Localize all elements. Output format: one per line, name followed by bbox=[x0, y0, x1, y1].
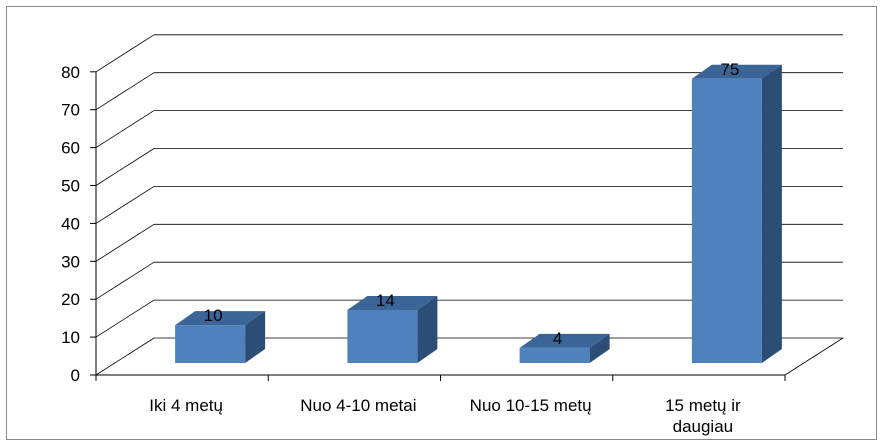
gridline-diagonal bbox=[95, 337, 155, 376]
gridline-diagonal bbox=[95, 72, 155, 111]
bar bbox=[519, 333, 610, 363]
bar-front bbox=[691, 78, 762, 363]
bar-side bbox=[417, 295, 438, 363]
gridline-diagonal bbox=[95, 186, 155, 224]
bar-top bbox=[519, 333, 610, 348]
category-label: 15 metų ir bbox=[665, 396, 741, 415]
y-tick-label: 40 bbox=[61, 214, 80, 233]
bars bbox=[175, 64, 782, 363]
y-tick-label: 20 bbox=[61, 290, 80, 309]
bar bbox=[691, 64, 782, 363]
data-label: 14 bbox=[376, 291, 395, 310]
category-label: Nuo 4-10 metai bbox=[300, 396, 416, 415]
gridline-diagonal bbox=[95, 261, 155, 300]
y-tick-label: 30 bbox=[61, 252, 80, 271]
bar-top bbox=[347, 295, 438, 310]
y-tick-label: 10 bbox=[61, 328, 80, 347]
bar-top bbox=[691, 64, 782, 79]
data-label: 10 bbox=[204, 306, 223, 325]
bar-front bbox=[519, 347, 590, 363]
bar-side bbox=[589, 333, 610, 363]
bar-side bbox=[761, 64, 782, 363]
y-tick-label: 60 bbox=[61, 139, 80, 158]
bar bbox=[347, 295, 438, 363]
chart-frame bbox=[6, 6, 877, 440]
gridline-diagonal bbox=[95, 148, 155, 186]
data-label: 75 bbox=[720, 60, 739, 79]
bar-front bbox=[347, 309, 418, 363]
gridline-diagonal bbox=[95, 34, 155, 73]
y-tick-label: 50 bbox=[61, 177, 80, 196]
gridline-diagonal bbox=[95, 299, 155, 338]
y-tick-label: 0 bbox=[71, 366, 80, 385]
bar bbox=[175, 311, 266, 363]
y-tick-label: 80 bbox=[61, 63, 80, 82]
gridline-diagonal bbox=[95, 223, 155, 262]
category-label: Iki 4 metų bbox=[149, 396, 223, 415]
bar-top bbox=[175, 311, 266, 326]
bar-front bbox=[175, 325, 246, 363]
labels: 10 Iki 4 metų 14 Nuo 4-10 metai 4 Nuo 10-15 m… bbox=[149, 60, 741, 436]
y-tick-label: 70 bbox=[61, 101, 80, 120]
category-label: daugiau bbox=[673, 417, 734, 436]
category-label: Nuo 10-15 metų bbox=[470, 396, 592, 415]
axes: 0 10 20 30 40 50 60 70 80 bbox=[61, 63, 844, 385]
floor-edge bbox=[784, 337, 844, 376]
gridline-diagonal bbox=[95, 110, 155, 148]
data-label: 4 bbox=[553, 329, 562, 348]
bar-side bbox=[245, 311, 266, 363]
